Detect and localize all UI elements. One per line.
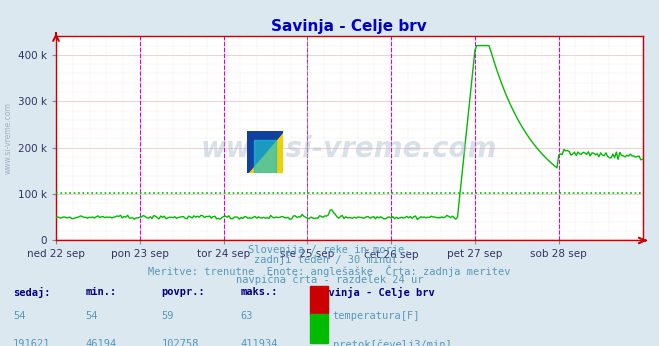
Text: Slovenija / reke in morje.: Slovenija / reke in morje. [248,245,411,255]
Text: min.:: min.: [86,286,117,297]
Text: 102758: 102758 [161,339,199,346]
Text: 54: 54 [86,311,98,321]
FancyBboxPatch shape [310,314,328,343]
Text: pretok[čevelj3/min]: pretok[čevelj3/min] [333,339,451,346]
FancyBboxPatch shape [310,286,328,314]
Text: 411934: 411934 [241,339,278,346]
Text: www.si-vreme.com: www.si-vreme.com [201,135,498,163]
Text: Meritve: trenutne  Enote: anglešaške  Črta: zadnja meritev: Meritve: trenutne Enote: anglešaške Črta… [148,265,511,277]
Text: sedaj:: sedaj: [13,286,51,298]
Polygon shape [254,140,276,173]
Text: maks.:: maks.: [241,286,278,297]
Text: povpr.:: povpr.: [161,286,205,297]
Text: 59: 59 [161,311,174,321]
Text: temperatura[F]: temperatura[F] [333,311,420,321]
Text: zadnji teden / 30 minut.: zadnji teden / 30 minut. [254,255,405,265]
Text: www.si-vreme.com: www.si-vreme.com [3,102,13,174]
Text: 54: 54 [13,311,26,321]
Title: Savinja - Celje brv: Savinja - Celje brv [272,19,427,34]
Text: 46194: 46194 [86,339,117,346]
Polygon shape [247,131,283,173]
Polygon shape [247,131,283,173]
Text: navpična črta - razdelek 24 ur: navpična črta - razdelek 24 ur [236,275,423,285]
Text: 191621: 191621 [13,339,51,346]
Text: 63: 63 [241,311,253,321]
Text: Savinja - Celje brv: Savinja - Celje brv [316,286,435,298]
